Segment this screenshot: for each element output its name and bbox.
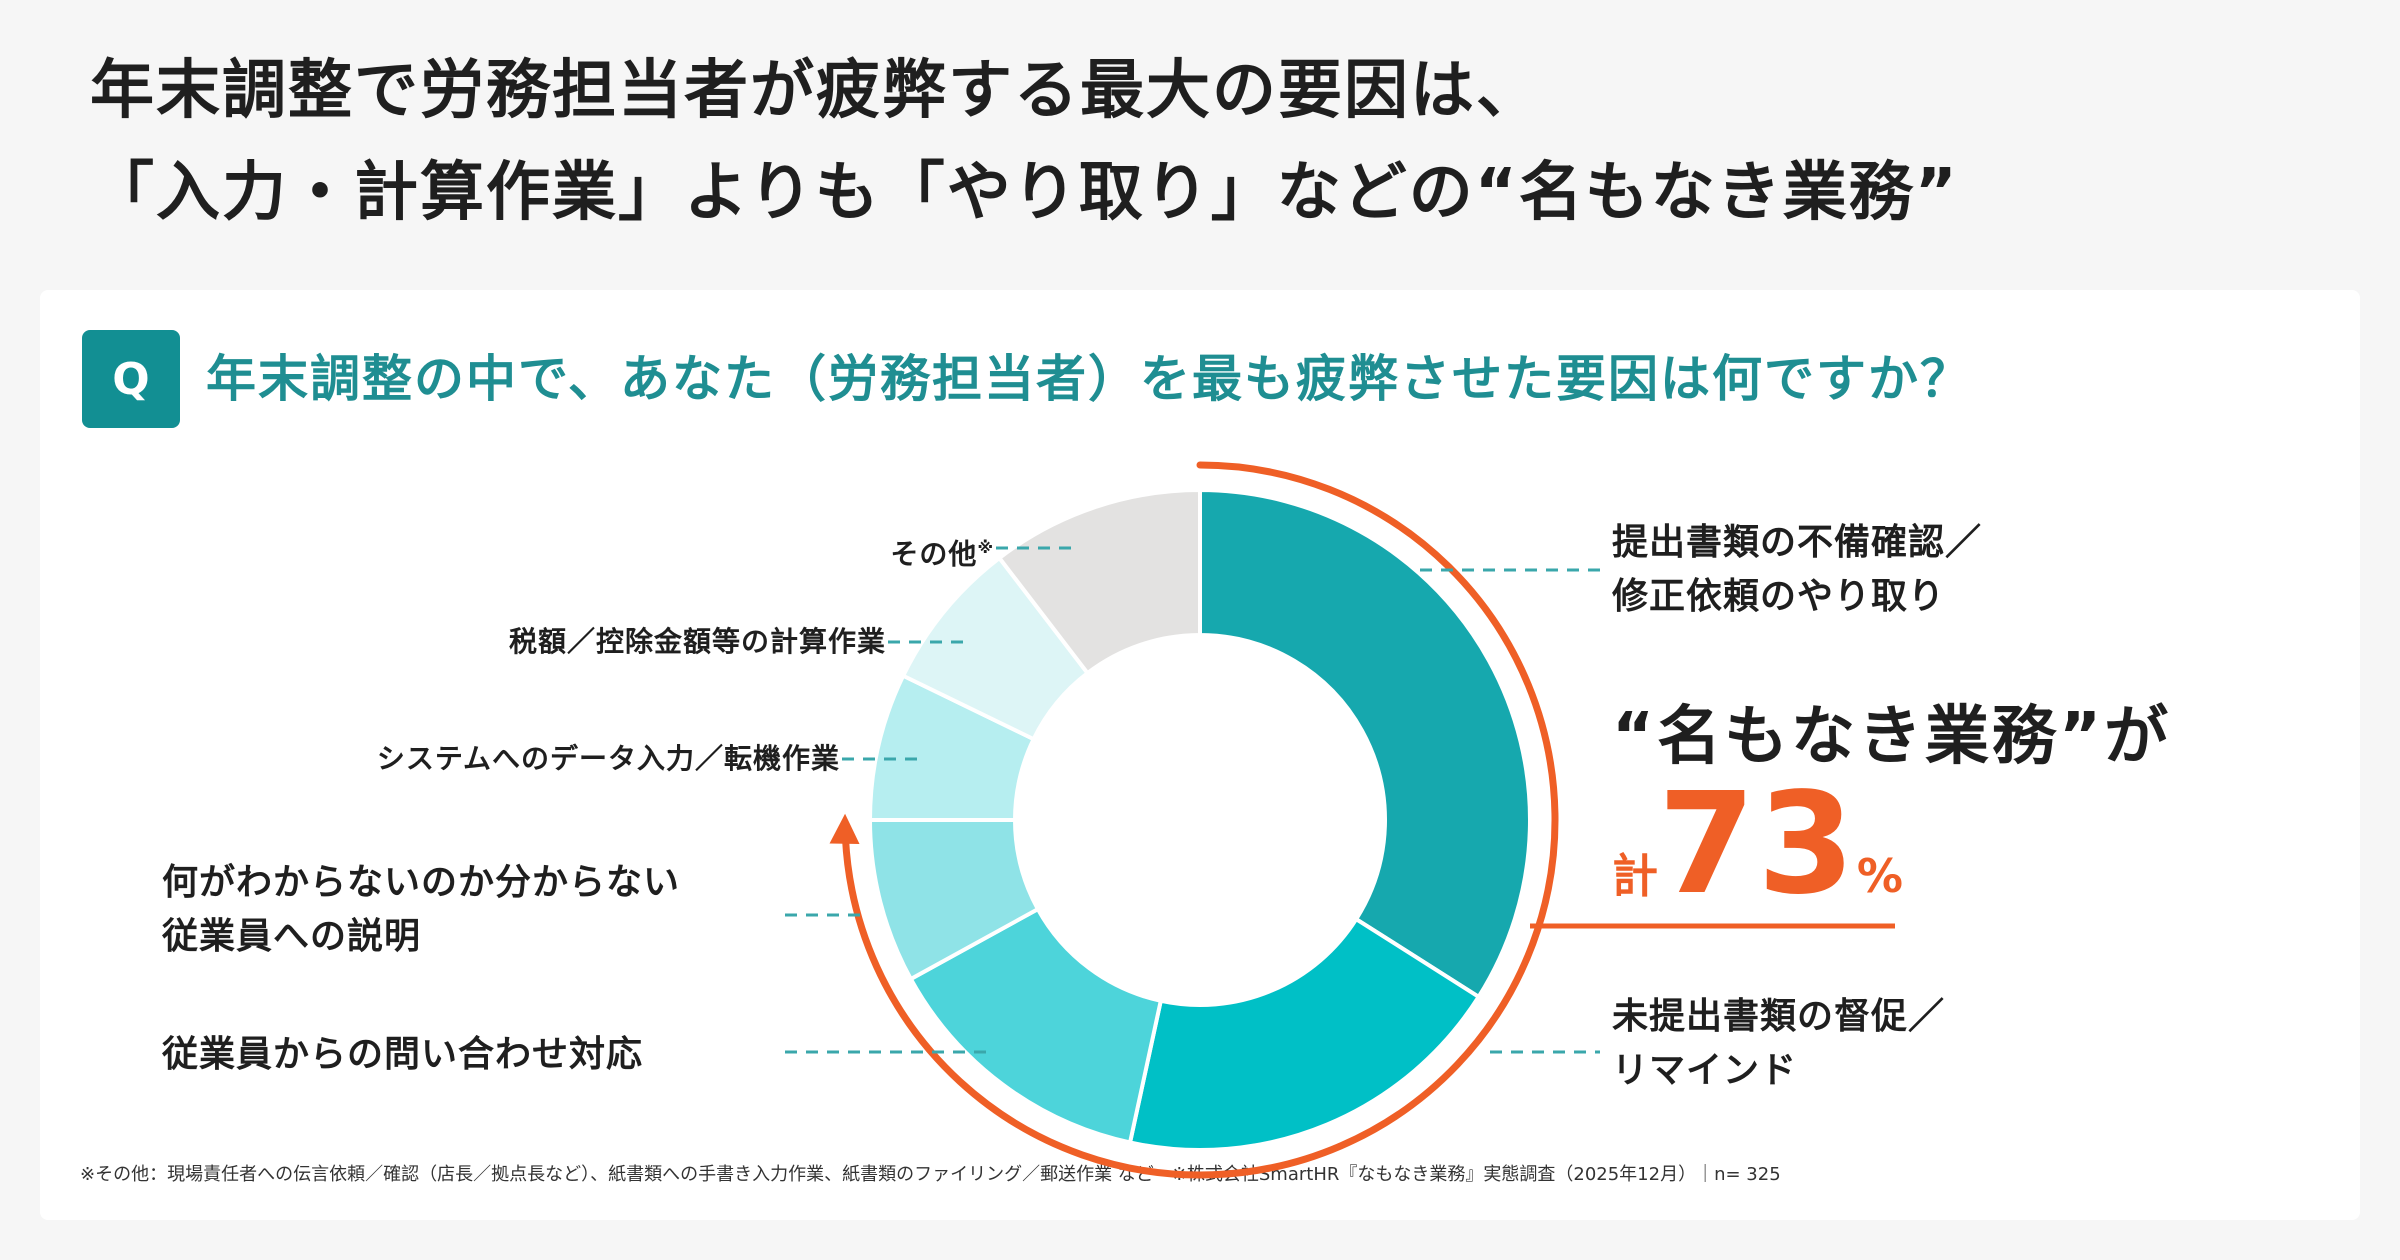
slice-label-0: 提出書類の不備確認／ 修正依頼のやり取り bbox=[1612, 516, 1982, 624]
slice-label-6: その他※ bbox=[890, 528, 994, 574]
headline-line-1: 年末調整で労務担当者が疲弊する最大の要因は、 bbox=[90, 54, 1542, 128]
slice-label-6-mark: ※ bbox=[977, 538, 994, 557]
donut-slice-0 bbox=[1198, 487, 1532, 1000]
question-badge: Q bbox=[82, 330, 180, 428]
footnote: ※その他：現場責任者への伝言依頼／確認（店長／拠点長など）、紙書類への手書き入力… bbox=[80, 1164, 1781, 1185]
donut-slice-2 bbox=[908, 906, 1164, 1145]
slice-label-3-line-2: 従業員への説明 bbox=[162, 916, 422, 957]
callout-unit: % bbox=[1856, 849, 1903, 903]
slice-label-0-line-2: 修正依頼のやり取り bbox=[1612, 576, 1946, 617]
slice-label-3: 何がわからないのか分からない 従業員への説明 bbox=[162, 856, 680, 964]
slice-label-3-line-1: 何がわからないのか分からない bbox=[162, 862, 681, 903]
callout-value: 73 bbox=[1658, 763, 1857, 926]
slice-label-5-line-1: 税額／控除金額等の計算作業 bbox=[508, 625, 886, 658]
slice-label-1-line-1: 未提出書類の督促／ bbox=[1612, 996, 1946, 1037]
slice-label-2: 従業員からの問い合わせ対応 bbox=[162, 1028, 643, 1082]
donut-slice-1 bbox=[1127, 916, 1482, 1152]
headline-line-2: 「入力・計算作業」よりも「やり取り」などの“名もなき業務” bbox=[90, 156, 1959, 230]
donut-slice-6 bbox=[996, 487, 1202, 676]
question-text: 年末調整の中で、あなた（労務担当者）を最も疲弊させた要因は何ですか？ bbox=[206, 350, 1972, 408]
callout-total: 計73% bbox=[1612, 770, 1903, 920]
slice-label-4: システムへのデータ入力／転機作業 bbox=[377, 739, 840, 779]
slice-label-4-line-1: システムへのデータ入力／転機作業 bbox=[376, 742, 840, 775]
slice-label-1: 未提出書類の督促／ リマインド bbox=[1612, 990, 1945, 1098]
callout-prefix: 計 bbox=[1612, 849, 1658, 903]
headline: 年末調整で労務担当者が疲弊する最大の要因は、 「入力・計算作業」よりも「やり取り… bbox=[90, 40, 1959, 244]
slice-label-0-line-1: 提出書類の不備確認／ bbox=[1612, 522, 1983, 563]
slice-label-5: 税額／控除金額等の計算作業 bbox=[509, 622, 886, 662]
slice-label-2-line-1: 従業員からの問い合わせ対応 bbox=[162, 1034, 644, 1075]
slice-label-6-line-1: その他 bbox=[890, 537, 978, 571]
highlight-arc bbox=[841, 461, 1559, 1179]
callout-title: “名もなき業務”が bbox=[1612, 700, 2172, 774]
slice-label-1-line-2: リマインド bbox=[1612, 1050, 1798, 1091]
highlight-arrowhead bbox=[829, 813, 860, 845]
